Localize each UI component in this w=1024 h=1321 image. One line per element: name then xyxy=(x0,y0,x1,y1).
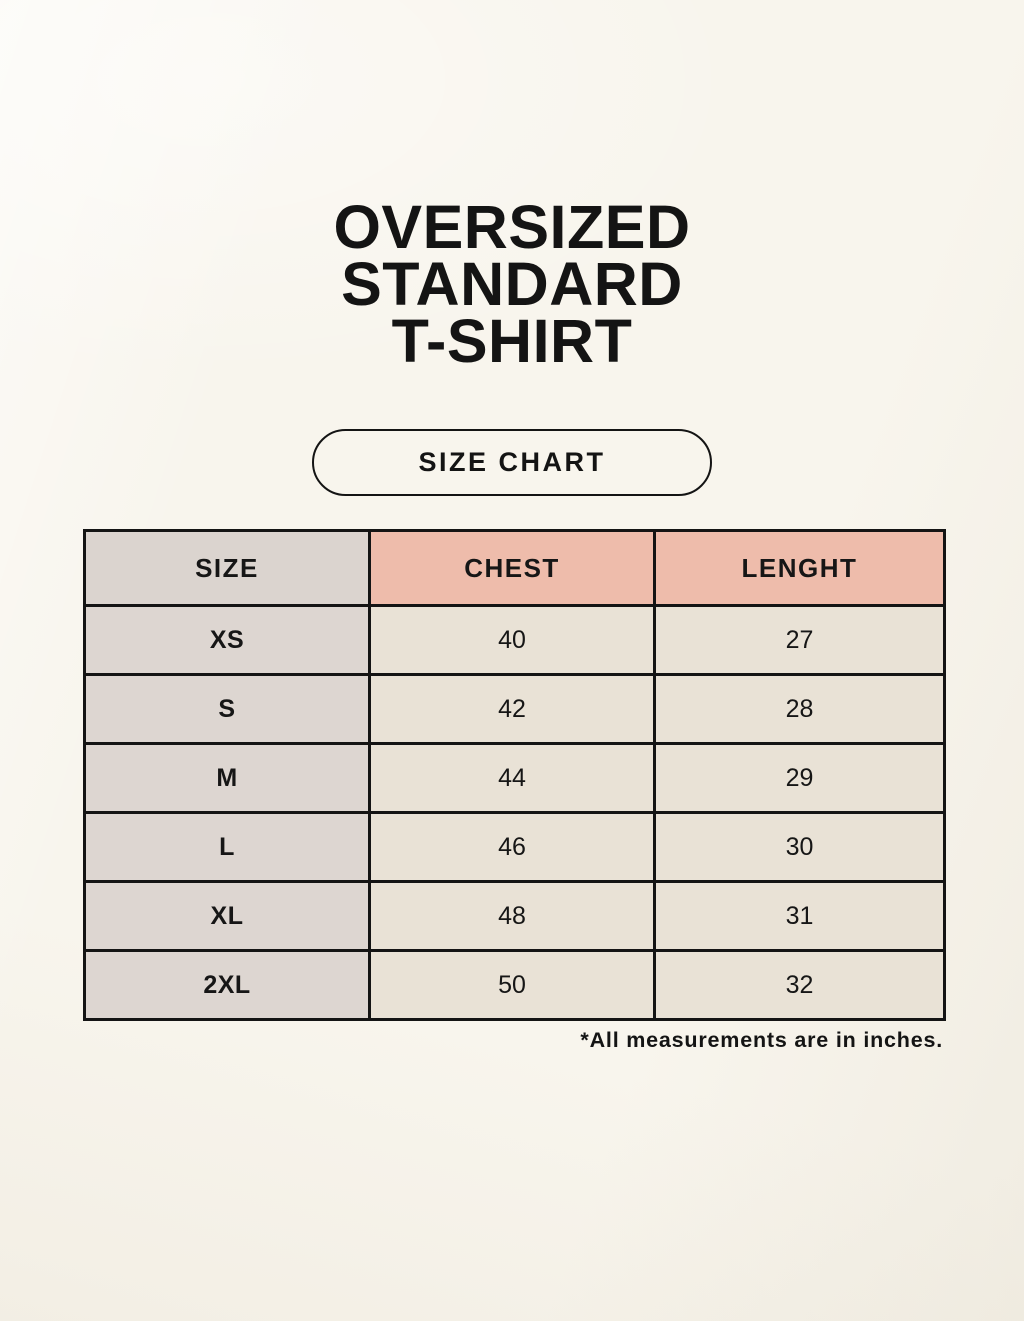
table-row: M 44 29 xyxy=(83,742,946,814)
chest-cell: 46 xyxy=(368,811,656,883)
lenght-cell: 30 xyxy=(653,811,946,883)
table-row: S 42 28 xyxy=(83,673,946,745)
size-cell: XL xyxy=(83,880,371,952)
table-row: XL 48 31 xyxy=(83,880,946,952)
lenght-cell: 28 xyxy=(653,673,946,745)
size-cell: M xyxy=(83,742,371,814)
lenght-cell: 27 xyxy=(653,604,946,676)
size-chart-badge-label: SIZE CHART xyxy=(418,447,606,477)
table-header-size: SIZE xyxy=(83,529,371,607)
table-row: 2XL 50 32 xyxy=(83,949,946,1021)
chest-cell: 40 xyxy=(368,604,656,676)
chest-cell: 42 xyxy=(368,673,656,745)
page-title: OVERSIZED STANDARD T-SHIRT xyxy=(0,193,1024,375)
table-header-row: SIZE CHEST LENGHT xyxy=(83,529,946,607)
size-cell: 2XL xyxy=(83,949,371,1021)
chest-cell: 48 xyxy=(368,880,656,952)
chest-cell: 44 xyxy=(368,742,656,814)
table-header-lenght: LENGHT xyxy=(653,529,946,607)
size-cell: XS xyxy=(83,604,371,676)
size-chart-badge: SIZE CHART xyxy=(312,429,712,496)
lenght-cell: 32 xyxy=(653,949,946,1021)
lenght-cell: 29 xyxy=(653,742,946,814)
table-row: L 46 30 xyxy=(83,811,946,883)
size-cell: L xyxy=(83,811,371,883)
page-title-line: T-SHIRT xyxy=(391,307,633,375)
table-header-chest: CHEST xyxy=(368,529,656,607)
chest-cell: 50 xyxy=(368,949,656,1021)
lenght-cell: 31 xyxy=(653,880,946,952)
size-chart-table: SIZE CHEST LENGHT XS 40 27 S 42 28 M 44 … xyxy=(83,529,946,1021)
page-title-line: OVERSIZED xyxy=(333,193,691,261)
size-cell: S xyxy=(83,673,371,745)
measurements-footnote: *All measurements are in inches. xyxy=(580,1028,943,1052)
table-row: XS 40 27 xyxy=(83,604,946,676)
page-title-line: STANDARD xyxy=(341,250,683,318)
